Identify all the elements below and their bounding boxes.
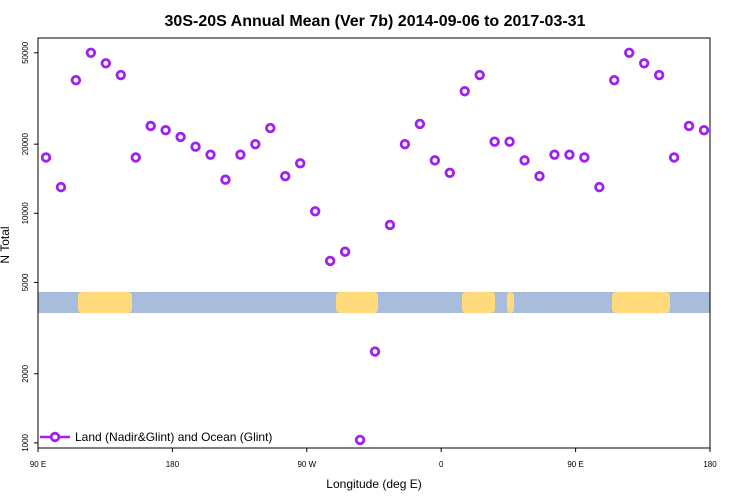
data-point: [295, 158, 306, 169]
data-point: [474, 69, 485, 81]
data-point: [579, 152, 590, 163]
data-point: [459, 86, 470, 97]
y-axis-label: N Total: [0, 226, 12, 263]
data-point: [130, 152, 141, 163]
data-point: [309, 206, 321, 217]
land-region: [507, 292, 514, 313]
x-tick-label: 90 E: [30, 460, 46, 469]
x-tick-label: 180: [166, 460, 180, 469]
plot-frame: [37, 37, 711, 449]
land-region: [336, 292, 378, 313]
data-point: [534, 171, 545, 182]
y-tick-label: 2000: [21, 364, 30, 382]
data-point: [653, 69, 665, 81]
data-point: [429, 155, 441, 166]
data-point: [235, 149, 246, 160]
data-point: [384, 219, 396, 231]
land-region: [462, 292, 495, 313]
data-point: [339, 246, 351, 257]
data-point: [40, 152, 52, 163]
y-tick-label: 50000: [21, 41, 30, 64]
y-axis-ticks: 1000 2000 5000 10000 20000 50000: [21, 41, 38, 452]
data-point: [145, 120, 156, 132]
data-point: [354, 434, 366, 446]
legend-label: Land (Nadir&Glint) and Ocean (Glint): [75, 430, 272, 444]
data-point: [668, 152, 680, 163]
data-point: [624, 47, 635, 58]
legend-marker: [49, 431, 61, 443]
data-point: [220, 174, 231, 185]
x-axis-label: Longitude (deg E): [326, 477, 421, 491]
data-point: [115, 69, 126, 81]
data-point: [324, 255, 336, 267]
x-tick-label: 90 E: [567, 460, 583, 469]
data-point: [594, 181, 605, 193]
land-region: [612, 292, 670, 313]
data-point: [414, 118, 426, 130]
data-point: [190, 141, 201, 152]
data-point: [444, 167, 455, 179]
data-point: [683, 120, 695, 132]
data-point: [698, 125, 710, 136]
data-point: [85, 47, 97, 58]
data-point: [175, 131, 186, 143]
x-axis-ticks: 90 E 180 90 W 0 90 E 180: [30, 448, 717, 469]
data-point: [205, 149, 216, 160]
x-tick-label: 180: [703, 460, 717, 469]
data-point: [369, 346, 381, 357]
data-point: [609, 74, 620, 86]
data-points: [40, 47, 710, 446]
data-point: [489, 136, 500, 147]
chart-title: 30S-20S Annual Mean (Ver 7b) 2014-09-06 …: [165, 13, 586, 30]
data-point: [280, 171, 291, 182]
data-point: [160, 125, 171, 136]
y-tick-label: 10000: [21, 202, 30, 225]
data-point: [504, 136, 515, 147]
data-point: [265, 122, 276, 134]
data-point: [100, 58, 112, 69]
x-tick-label: 90 W: [297, 460, 316, 469]
legend: Land (Nadir&Glint) and Ocean (Glint): [40, 430, 272, 444]
data-point: [519, 155, 530, 166]
land-region: [78, 292, 132, 313]
data-point: [638, 58, 650, 69]
y-tick-label: 1000: [21, 433, 30, 451]
data-point: [70, 74, 82, 86]
y-tick-label: 5000: [21, 273, 30, 291]
data-point: [399, 138, 411, 150]
data-point: [549, 149, 560, 160]
data-point: [55, 181, 67, 193]
land-ocean-band: [38, 292, 710, 313]
x-tick-label: 0: [439, 460, 444, 469]
data-point: [564, 149, 575, 160]
data-point: [250, 138, 261, 150]
y-tick-label: 20000: [21, 132, 30, 155]
